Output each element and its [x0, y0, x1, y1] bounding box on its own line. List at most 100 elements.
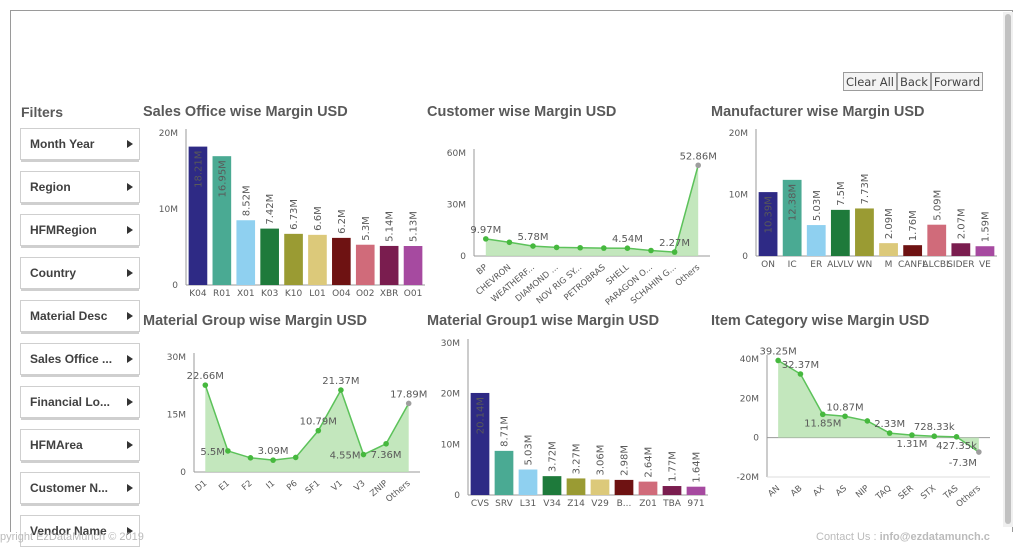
- bar[interactable]: [308, 234, 327, 285]
- data-point[interactable]: [315, 427, 322, 434]
- data-point[interactable]: [360, 451, 367, 458]
- point-data-label: 427.35k: [936, 441, 977, 452]
- filter-vendor-name[interactable]: Vendor Name: [20, 515, 140, 547]
- data-point[interactable]: [577, 244, 583, 251]
- bar[interactable]: [758, 192, 778, 256]
- data-point[interactable]: [953, 434, 960, 440]
- data-point[interactable]: [886, 430, 893, 436]
- point-data-label: 21.37M: [322, 376, 359, 387]
- caret-right-icon: [127, 140, 133, 148]
- data-point[interactable]: [624, 245, 631, 252]
- bar[interactable]: [686, 486, 706, 495]
- filter-material-desc[interactable]: Material Desc: [20, 300, 140, 332]
- filter-country[interactable]: Country: [20, 257, 140, 289]
- filter-region[interactable]: Region: [20, 171, 140, 203]
- point-data-label: 11.85M: [804, 418, 841, 429]
- data-point[interactable]: [247, 455, 254, 461]
- bar[interactable]: [470, 392, 490, 495]
- data-point[interactable]: [695, 162, 701, 169]
- manufacturer-margin-chart: 0 10M 20M 10.39M ON 12.38M IC 5.03M ER 7.5M ALVLV 7…: [729, 129, 997, 270]
- data-point[interactable]: [202, 382, 209, 388]
- back-button[interactable]: Back: [897, 72, 931, 91]
- filter-label: HFMArea: [30, 438, 83, 452]
- filter-label: Month Year: [30, 137, 95, 151]
- bar[interactable]: [542, 476, 562, 495]
- bar[interactable]: [379, 245, 399, 285]
- bar[interactable]: [975, 246, 995, 256]
- filter-hfmarea[interactable]: HFMArea: [20, 429, 140, 461]
- bar[interactable]: [614, 479, 634, 495]
- bar[interactable]: [236, 220, 256, 285]
- data-point[interactable]: [976, 449, 982, 455]
- data-point[interactable]: [842, 413, 848, 420]
- data-point[interactable]: [530, 243, 536, 249]
- data-point[interactable]: [819, 411, 826, 418]
- data-point[interactable]: [483, 236, 489, 242]
- y-tick-label: 40M: [740, 355, 759, 365]
- bar[interactable]: [332, 237, 351, 285]
- filter-sales-office[interactable]: Sales Office ...: [20, 343, 140, 375]
- filter-financial-lo[interactable]: Financial Lo...: [20, 386, 140, 418]
- bar-data-label: 5.14M: [385, 211, 396, 242]
- bar[interactable]: [566, 478, 586, 495]
- bar[interactable]: [494, 450, 514, 495]
- x-tick-label: K03: [261, 289, 278, 299]
- filter-hfmregion[interactable]: HFMRegion: [20, 214, 140, 246]
- bar[interactable]: [188, 146, 208, 285]
- data-point[interactable]: [601, 245, 607, 251]
- data-point[interactable]: [405, 400, 412, 407]
- chart-title-material-group: Material Group wise Margin USD: [143, 313, 367, 329]
- bar[interactable]: [782, 179, 802, 256]
- data-point[interactable]: [292, 454, 299, 461]
- bar[interactable]: [879, 243, 898, 256]
- bar[interactable]: [212, 156, 232, 285]
- vertical-scrollbar[interactable]: [1003, 12, 1013, 527]
- data-point[interactable]: [506, 239, 513, 246]
- footer-contact-email[interactable]: info@ezdatamunch.c: [879, 531, 990, 543]
- data-point[interactable]: [648, 247, 654, 254]
- data-point[interactable]: [864, 418, 871, 424]
- data-point[interactable]: [270, 457, 276, 463]
- bar[interactable]: [590, 479, 610, 495]
- data-point[interactable]: [225, 448, 231, 454]
- bar-data-label: 6.73M: [289, 199, 300, 230]
- filter-customer-n[interactable]: Customer N...: [20, 472, 140, 504]
- data-point[interactable]: [909, 432, 915, 438]
- bar[interactable]: [830, 209, 850, 256]
- chart-title-sales-office: Sales Office wise Margin USD: [143, 104, 348, 120]
- bar[interactable]: [284, 233, 303, 285]
- bar[interactable]: [638, 481, 658, 495]
- data-point[interactable]: [338, 387, 344, 393]
- x-tick-label: TBA: [662, 499, 682, 509]
- x-tick-label: 971: [687, 499, 704, 509]
- bar[interactable]: [951, 243, 971, 256]
- bar[interactable]: [662, 486, 682, 495]
- bar-data-label: 5.3M: [361, 216, 372, 241]
- caret-right-icon: [127, 226, 133, 234]
- x-tick-label: IC: [788, 260, 797, 270]
- bar[interactable]: [903, 245, 923, 256]
- data-point[interactable]: [797, 371, 804, 377]
- bar[interactable]: [855, 208, 874, 256]
- data-point[interactable]: [383, 440, 389, 447]
- bar[interactable]: [927, 224, 947, 256]
- area-fill: [778, 360, 979, 453]
- point-data-label: 32.37M: [782, 360, 819, 371]
- data-point[interactable]: [671, 249, 678, 255]
- forward-button[interactable]: Forward: [930, 72, 984, 91]
- scrollbar-thumb[interactable]: [1005, 14, 1011, 524]
- bar-data-label: 8.52M: [241, 185, 252, 216]
- clear-all-button[interactable]: Clear All: [843, 72, 897, 91]
- footer-contact-label: Contact Us :: [816, 531, 880, 543]
- filter-month-year[interactable]: Month Year: [20, 128, 140, 160]
- bar[interactable]: [403, 246, 423, 285]
- data-point[interactable]: [553, 244, 560, 251]
- bar[interactable]: [260, 228, 279, 285]
- data-point[interactable]: [775, 357, 781, 364]
- data-point[interactable]: [931, 433, 938, 440]
- bar[interactable]: [806, 225, 826, 256]
- bar[interactable]: [355, 244, 375, 285]
- bar[interactable]: [518, 469, 538, 495]
- point-data-label: 4.54M: [612, 234, 643, 245]
